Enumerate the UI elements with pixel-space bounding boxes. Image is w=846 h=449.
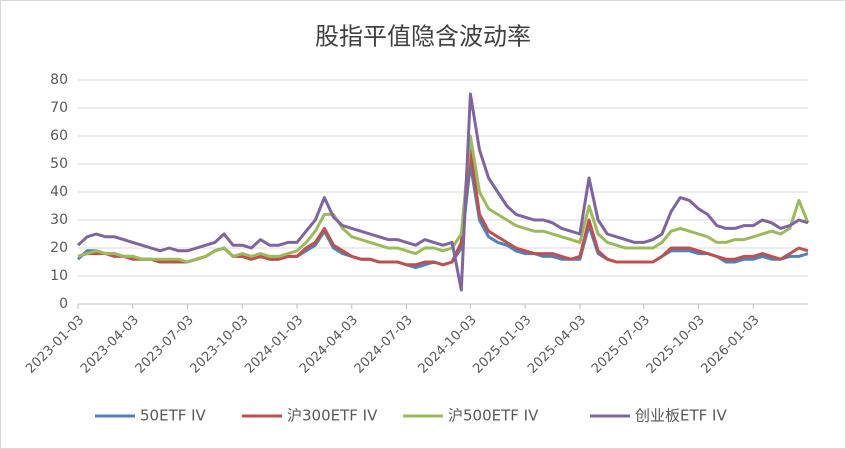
y-tick-label: 40 bbox=[50, 184, 68, 200]
legend-label: 创业板ETF IV bbox=[635, 407, 727, 425]
y-tick-label: 80 bbox=[50, 72, 68, 88]
y-tick-label: 30 bbox=[50, 212, 68, 228]
y-tick-label: 60 bbox=[50, 128, 68, 144]
legend-label: 50ETF IV bbox=[140, 407, 207, 425]
y-tick-label: 20 bbox=[50, 240, 68, 256]
y-tick-label: 0 bbox=[59, 296, 68, 312]
series-line bbox=[77, 134, 810, 264]
y-tick-label: 10 bbox=[50, 268, 68, 284]
legend-item: 沪500ETF IV bbox=[403, 407, 539, 425]
legend-item: 50ETF IV bbox=[95, 407, 207, 425]
y-tick-label: 70 bbox=[50, 100, 68, 116]
legend-label: 沪500ETF IV bbox=[448, 407, 539, 425]
legend-item: 创业板ETF IV bbox=[590, 407, 727, 425]
series-line bbox=[76, 92, 809, 292]
chart-title: 股指平值隐含波动率 bbox=[315, 23, 531, 51]
legend-label: 沪300ETF IV bbox=[287, 407, 378, 425]
legend-item: 沪300ETF IV bbox=[242, 407, 378, 425]
y-tick-label: 50 bbox=[50, 156, 68, 172]
